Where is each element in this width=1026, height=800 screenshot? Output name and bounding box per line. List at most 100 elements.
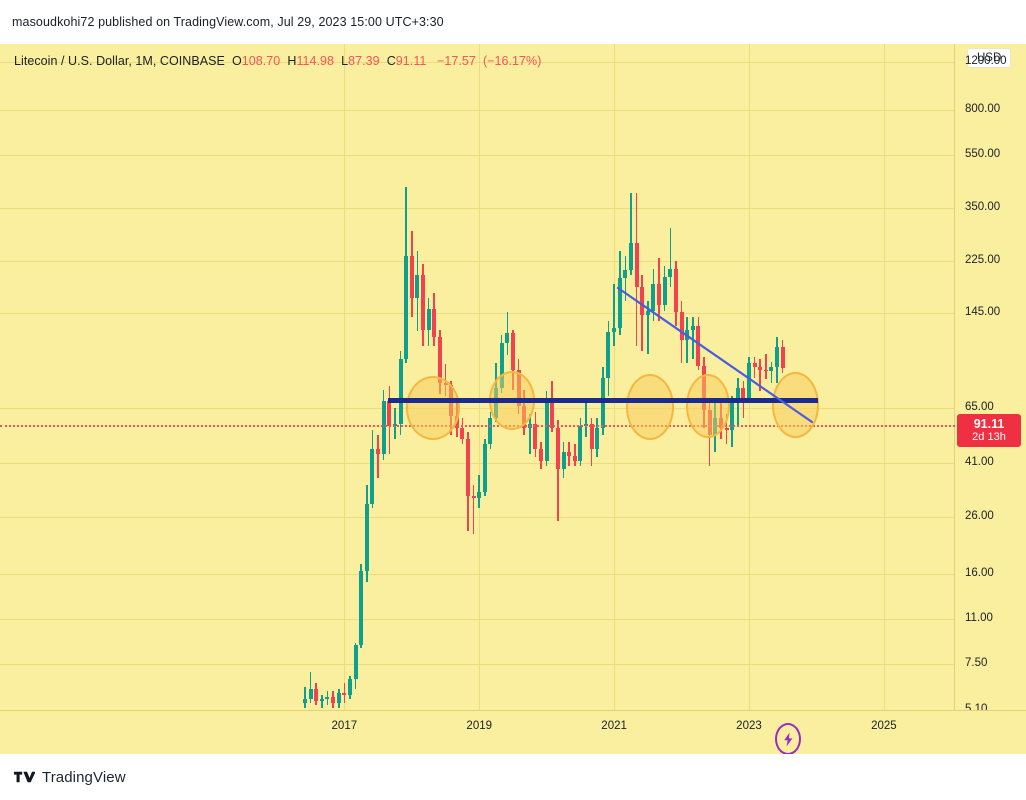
- touch-circle-5[interactable]: [772, 372, 819, 438]
- time-axis[interactable]: 2017 2019 2021 2023 2025: [0, 710, 1026, 754]
- candle-body: [544, 402, 549, 462]
- candle-body: [314, 688, 319, 702]
- candle-wick: [765, 353, 767, 380]
- candle-body: [364, 503, 369, 571]
- candle-wick: [585, 402, 587, 437]
- touch-circle-4[interactable]: [686, 374, 730, 438]
- candle-wick: [529, 413, 531, 455]
- price-tick: 550.00: [965, 147, 1001, 160]
- legend-symbol[interactable]: Litecoin / U.S. Dollar, 1M, COINBASE: [14, 54, 225, 68]
- legend-high-label: H: [287, 54, 297, 68]
- candle-body: [769, 366, 774, 371]
- candle-body: [426, 308, 431, 330]
- candle-wick: [506, 312, 509, 355]
- candle-body: [645, 310, 650, 316]
- candle-wick: [759, 359, 761, 392]
- price-tick: 16.00: [965, 567, 994, 580]
- candle-body: [550, 402, 555, 428]
- time-tick: 2023: [736, 720, 762, 732]
- candle-wick: [377, 434, 379, 479]
- candle-wick: [573, 444, 576, 466]
- candle-body: [572, 455, 577, 462]
- candle-body: [398, 359, 403, 424]
- candle-wick: [321, 694, 323, 708]
- price-tick: 225.00: [965, 253, 1001, 266]
- touch-circle-1[interactable]: [406, 376, 460, 440]
- candle-wick: [557, 419, 559, 522]
- candle-body: [376, 449, 381, 455]
- candle-body: [308, 688, 313, 699]
- candle-body: [510, 333, 515, 370]
- candle-body: [533, 423, 538, 450]
- candle-body: [415, 274, 420, 298]
- candle-body: [482, 444, 487, 493]
- legend-open-label: O: [231, 54, 242, 68]
- price-axis[interactable]: USD 91.11 2d 13h 1200.00 800.00 550.00 350.…: [954, 44, 1026, 754]
- candle-body: [578, 425, 583, 462]
- candle-body: [359, 570, 364, 646]
- horizontal-support-line[interactable]: [388, 398, 818, 403]
- candle-body: [555, 427, 560, 469]
- candle-wick: [613, 284, 615, 346]
- candle-body: [432, 308, 437, 338]
- candle-wick: [394, 408, 396, 440]
- candle-wick: [472, 484, 475, 534]
- price-tick: 65.00: [965, 401, 994, 414]
- time-tick: 2017: [331, 720, 358, 732]
- candle-body: [370, 449, 375, 504]
- tradingview-brand-text: TradingView: [42, 768, 126, 786]
- candle-body: [696, 325, 701, 366]
- candle-body: [342, 692, 347, 695]
- candle-body: [763, 369, 768, 371]
- candle-body: [746, 363, 751, 400]
- candle-body: [392, 423, 397, 426]
- candle-body: [499, 342, 504, 388]
- candle-body: [662, 276, 667, 306]
- candle-body: [325, 696, 330, 699]
- candle-body: [685, 329, 690, 341]
- chart-pane[interactable]: Litecoin / U.S. Dollar, 1M, COINBASE O10…: [0, 44, 1026, 754]
- candle-body: [409, 255, 414, 298]
- candle-body: [679, 312, 684, 341]
- candle-wick: [309, 672, 312, 704]
- currency-badge[interactable]: USD: [967, 48, 1012, 68]
- footer: TradingView: [0, 754, 1026, 800]
- candle-body: [437, 337, 442, 384]
- candle-body: [381, 401, 386, 455]
- candle-body: [628, 242, 633, 271]
- candle-wick: [647, 301, 649, 354]
- legend-change-percent: (−16.17%): [482, 54, 542, 68]
- candle-body: [673, 269, 678, 313]
- touch-circle-3[interactable]: [626, 374, 674, 440]
- candle-body: [724, 427, 729, 431]
- price-tick: 26.00: [965, 509, 994, 522]
- current-price-tag: 91.11 2d 13h: [958, 415, 1020, 447]
- price-tick: 800.00: [965, 103, 1001, 116]
- candle-body: [331, 696, 336, 704]
- candle-wick: [304, 686, 306, 708]
- candle-body: [336, 692, 341, 704]
- candle-body: [404, 255, 409, 360]
- candle-body: [465, 439, 470, 496]
- price-tick: 350.00: [965, 201, 1001, 214]
- candle-body: [668, 269, 673, 277]
- legend-change: −17.57: [436, 54, 476, 68]
- candle-body: [617, 278, 622, 328]
- candle-body: [657, 284, 662, 306]
- bolt-glyph: [783, 732, 792, 746]
- candle-wick: [753, 357, 756, 378]
- candle-body: [589, 423, 594, 450]
- candle-body: [353, 645, 358, 680]
- candle-wick: [669, 227, 672, 288]
- candle-wick: [630, 192, 632, 275]
- legend-open-value: 108.70: [241, 54, 281, 68]
- candle-body: [488, 417, 493, 445]
- candle-body: [303, 698, 307, 704]
- price-tick: 7.50: [965, 657, 988, 670]
- candle-body: [623, 270, 628, 279]
- candle-body: [595, 427, 600, 450]
- price-tick: 145.00: [965, 305, 1001, 318]
- candle-wick: [691, 317, 694, 360]
- lightning-bolt-icon[interactable]: [775, 723, 801, 754]
